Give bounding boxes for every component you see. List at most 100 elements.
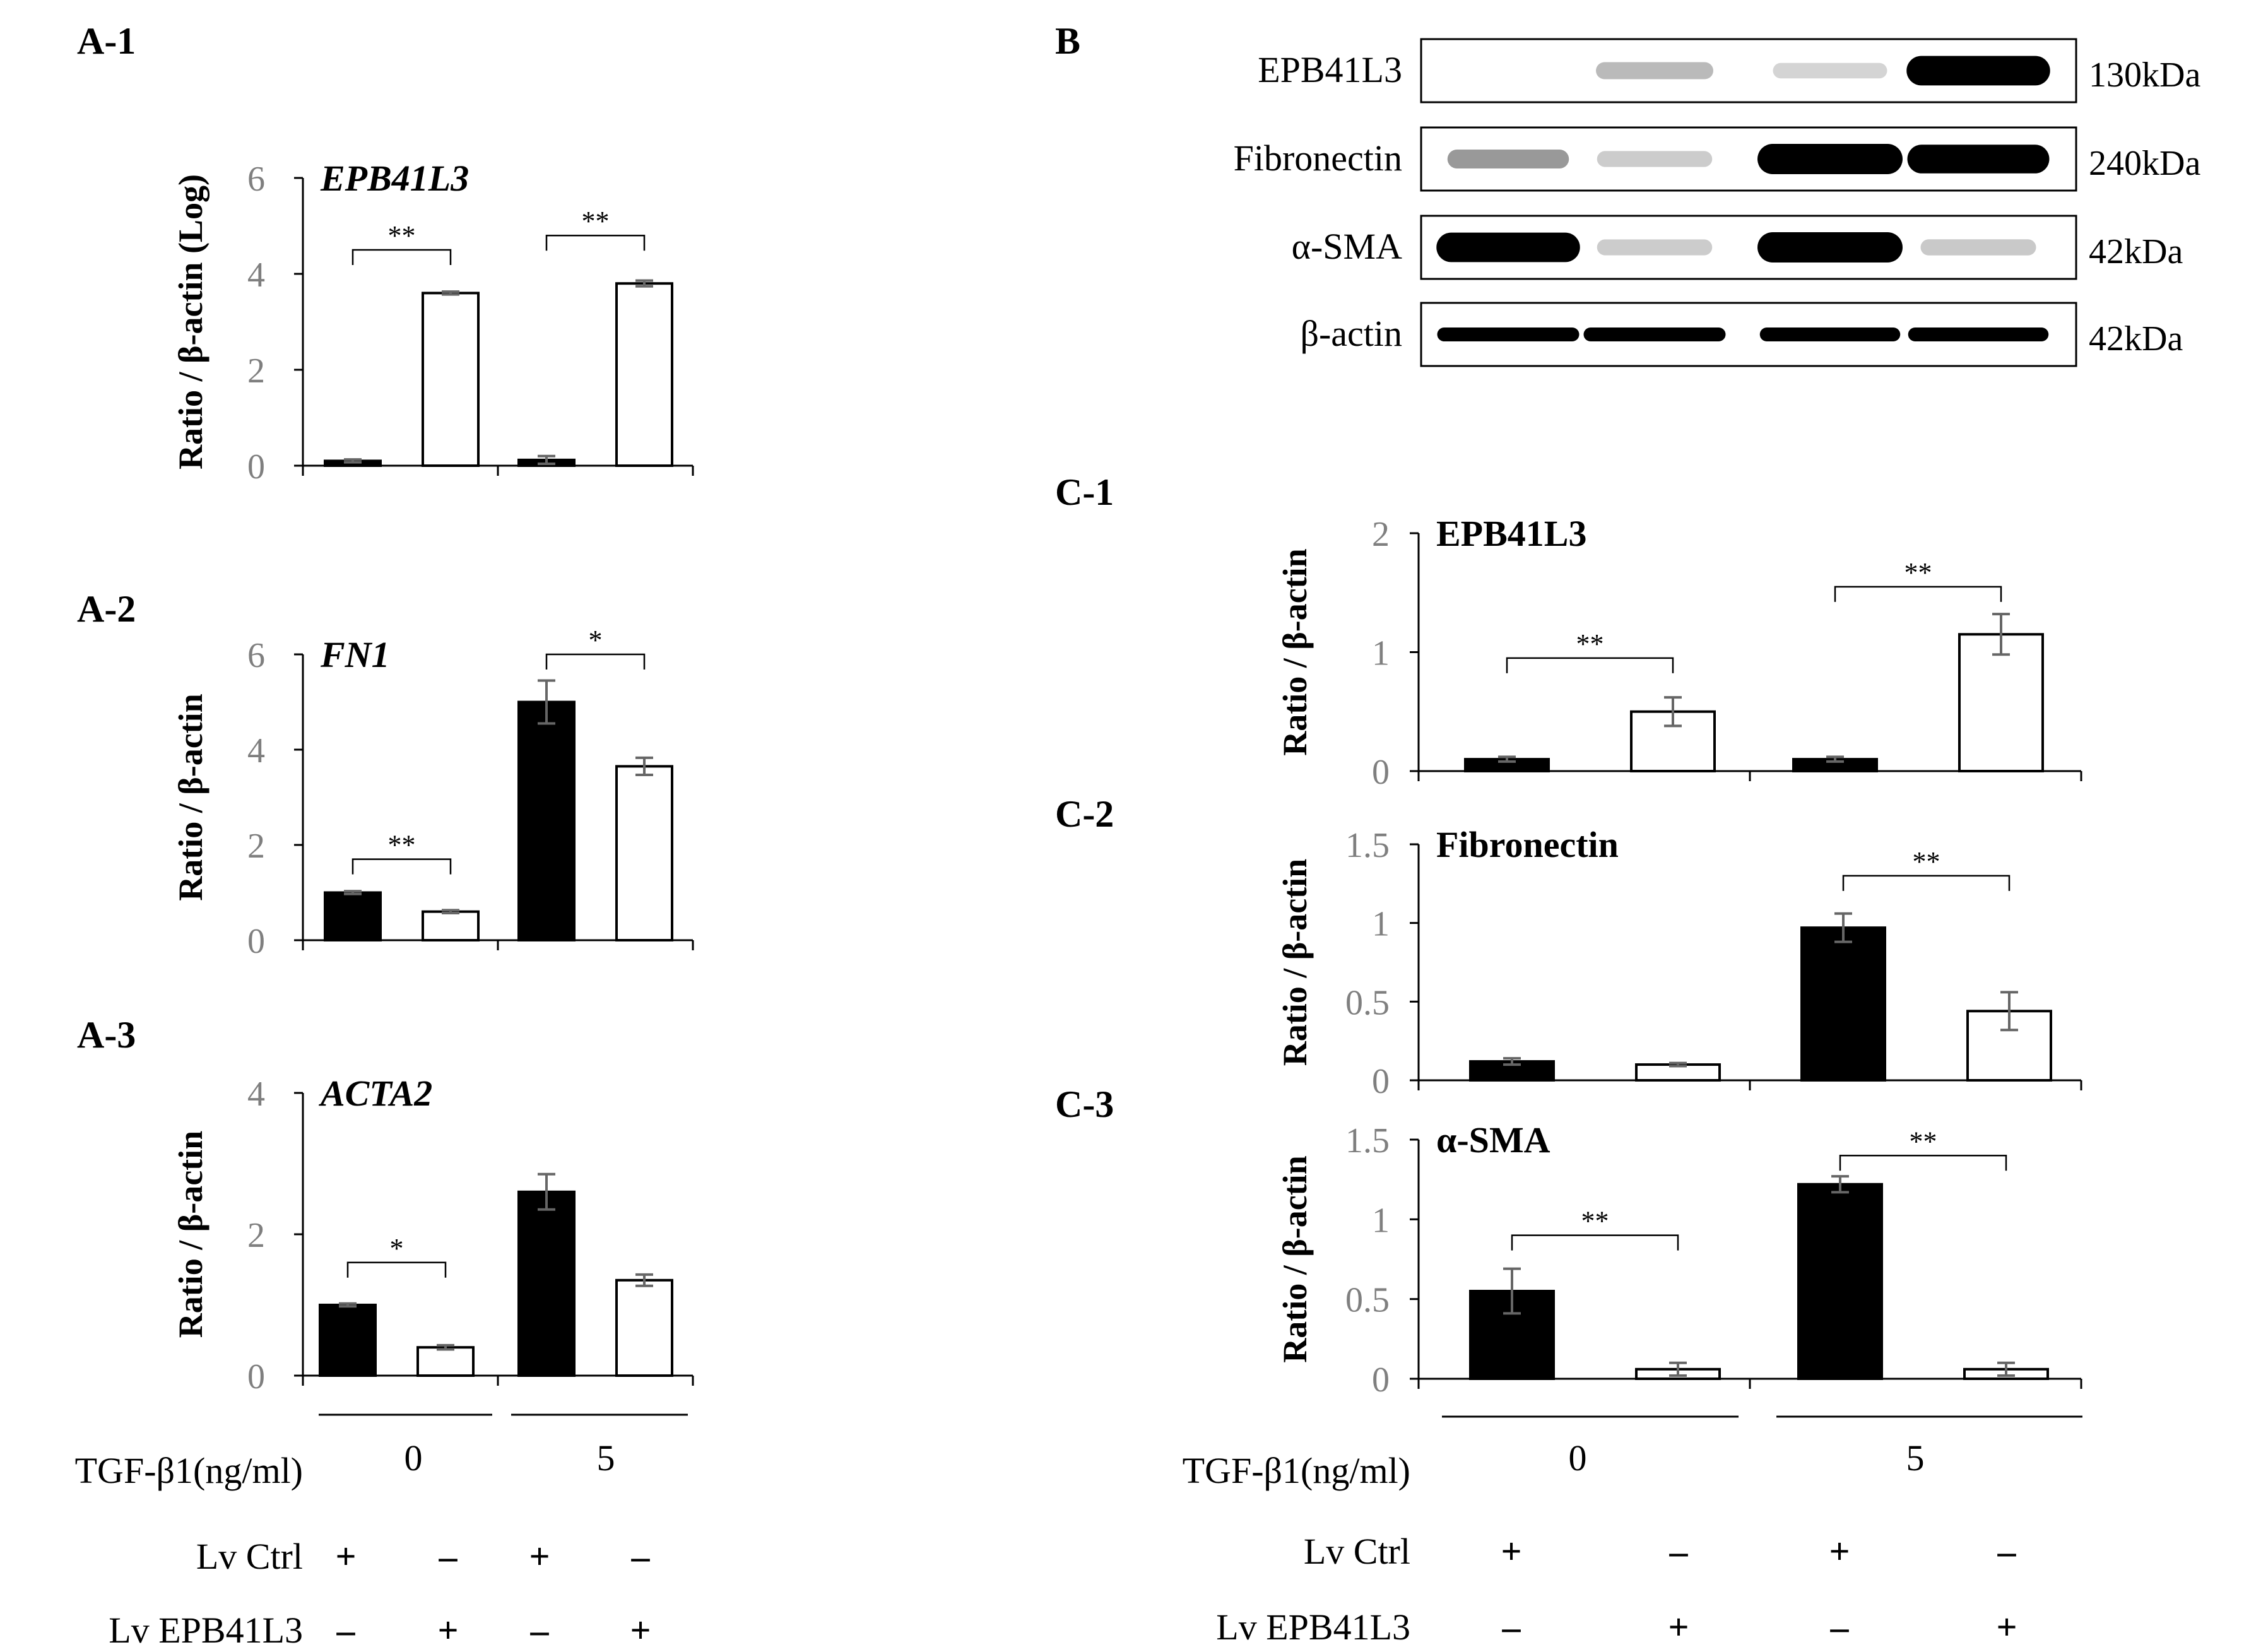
lv-ctrl-sign: – xyxy=(1997,1531,2017,1572)
y-tick-label: 4 xyxy=(247,1075,265,1114)
y-tick-label: 0.5 xyxy=(1345,1281,1390,1320)
lv-epb-sign: + xyxy=(1996,1607,2017,1648)
bar xyxy=(615,1278,673,1378)
y-tick-label: 0 xyxy=(1372,753,1390,792)
treatment-table-left: 0 5 TGF-β1(ng/ml) Lv Ctrl Lv EPB41L3 + – + – – + – + xyxy=(75,1413,688,1651)
lv-ctrl-label: Lv Ctrl xyxy=(1304,1531,1410,1572)
y-tick-label: 2 xyxy=(1372,515,1390,554)
y-axis-label: Ratio / β-actin (Log) xyxy=(172,174,210,469)
y-tick-label: 2 xyxy=(247,351,265,391)
y-tick-label: 1.5 xyxy=(1345,826,1390,865)
significance-bracket xyxy=(1834,586,2002,602)
bar xyxy=(517,1190,576,1378)
y-axis-label: Ratio / β-actin xyxy=(172,1131,210,1338)
significance-bracket xyxy=(1506,657,1674,673)
y-tick-label: 1 xyxy=(1372,634,1390,673)
panel-label-c2: C-2 xyxy=(1055,793,1114,835)
blot-band xyxy=(1759,327,1901,341)
chart-c-2: 0 0.5 1 1.5 Ratio / β-actin Fibronectin ** xyxy=(1276,824,2082,1101)
panel-label-c3: C-3 xyxy=(1055,1083,1114,1125)
y-axis-label: Ratio / β-actin xyxy=(1276,1155,1314,1362)
panel-label-a1: A-1 xyxy=(77,20,136,62)
y-axis-label: Ratio / β-actin xyxy=(1276,548,1314,755)
y-tick-label: 4 xyxy=(247,256,265,295)
bar xyxy=(615,282,673,467)
lv-epb-sign: – xyxy=(1830,1607,1850,1648)
lv-epb-sign: – xyxy=(1502,1607,1521,1648)
blot-band xyxy=(1773,62,1887,79)
y-tick-label: 0 xyxy=(247,447,265,487)
blot-band xyxy=(1757,144,1903,174)
lv-ctrl-sign: + xyxy=(335,1536,356,1577)
blot-band xyxy=(1597,239,1713,256)
blot-row: β-actin 42kDa xyxy=(1300,302,2183,367)
western-blot: EPB41L3 130kDa Fibronectin 240kDa α-SMA 42kDa… xyxy=(1234,38,2200,367)
lv-epb-sign: + xyxy=(1668,1607,1689,1648)
significance-bracket xyxy=(351,249,452,265)
dose-label: 5 xyxy=(1906,1437,1925,1478)
lv-epb-sign: – xyxy=(530,1610,550,1651)
blot-band xyxy=(1597,151,1713,167)
tgf-label: TGF-β1(ng/ml) xyxy=(1183,1450,1410,1491)
lv-ctrl-sign: – xyxy=(1669,1531,1689,1572)
y-tick-label: 2 xyxy=(247,1216,265,1255)
significance-bracket xyxy=(351,858,452,875)
treatment-tables: 0 5 TGF-β1(ng/ml) Lv Ctrl Lv EPB41L3 + – + – – + – +… xyxy=(75,1413,2082,1651)
y-axis-label: Ratio / β-actin xyxy=(1276,859,1314,1066)
blot-size-label: 42kDa xyxy=(2089,232,2183,271)
bar xyxy=(615,765,673,942)
blot-protein-label: Fibronectin xyxy=(1234,138,1402,179)
significance-bracket xyxy=(346,1261,447,1278)
blot-band xyxy=(1906,56,2050,86)
bar xyxy=(422,910,480,941)
blot-protein-label: EPB41L3 xyxy=(1258,49,1402,90)
significance-bracket xyxy=(1839,1155,2007,1171)
chart-title: Fibronectin xyxy=(1436,824,1619,865)
significance-label: ** xyxy=(388,830,416,861)
blot-band xyxy=(1436,232,1580,263)
significance-label: ** xyxy=(388,220,416,251)
y-tick-label: 4 xyxy=(247,731,265,770)
chart-c-1: 0 1 2 Ratio / β-actin EPB41L3 ** ** xyxy=(1276,513,2082,792)
blot-protein-label: α-SMA xyxy=(1292,226,1403,267)
blot-band xyxy=(1920,239,2036,256)
blot-band xyxy=(1583,327,1726,341)
lv-epb-sign: + xyxy=(437,1610,458,1651)
lv-ctrl-label: Lv Ctrl xyxy=(196,1536,303,1577)
y-axis-label: Ratio / β-actin xyxy=(172,693,210,900)
bar xyxy=(324,891,382,941)
blot-protein-label: β-actin xyxy=(1300,313,1402,354)
y-tick-label: 0 xyxy=(247,1357,265,1396)
y-tick-label: 0 xyxy=(1372,1062,1390,1101)
panel-label-a3: A-3 xyxy=(77,1014,136,1056)
bar xyxy=(1800,926,1886,1082)
bar xyxy=(422,292,480,467)
blot-band xyxy=(1447,150,1569,168)
lv-ctrl-sign: – xyxy=(439,1536,458,1577)
y-tick-label: 0.5 xyxy=(1345,983,1390,1022)
panel-label-c1: C-1 xyxy=(1055,471,1114,513)
significance-label: ** xyxy=(1910,1126,1937,1157)
tgf-label: TGF-β1(ng/ml) xyxy=(75,1450,303,1491)
chart-title: FN1 xyxy=(320,634,390,675)
lv-epb-label: Lv EPB41L3 xyxy=(109,1610,303,1651)
y-tick-label: 2 xyxy=(247,827,265,866)
treatment-table-right: 0 5 TGF-β1(ng/ml) Lv Ctrl Lv EPB41L3 + – + – – + – + xyxy=(1183,1415,2082,1648)
lv-epb-label: Lv EPB41L3 xyxy=(1216,1607,1410,1648)
lv-ctrl-sign: + xyxy=(1829,1531,1850,1572)
chart-c-3: 0 0.5 1 1.5 Ratio / β-actin α-SMA ** ** xyxy=(1276,1119,2082,1400)
significance-label: ** xyxy=(1581,1206,1609,1237)
chart-title: EPB41L3 xyxy=(1436,513,1587,554)
y-tick-label: 0 xyxy=(1372,1360,1390,1400)
y-tick-label: 1.5 xyxy=(1345,1121,1390,1160)
blot-band xyxy=(1596,62,1713,80)
dose-label: 0 xyxy=(405,1437,423,1478)
blot-row: α-SMA 42kDa xyxy=(1292,215,2183,280)
chart-title: α-SMA xyxy=(1436,1119,1550,1160)
y-tick-label: 6 xyxy=(247,636,265,675)
significance-bracket xyxy=(1842,875,2011,891)
significance-label: * xyxy=(390,1233,404,1264)
bar xyxy=(319,1304,377,1377)
